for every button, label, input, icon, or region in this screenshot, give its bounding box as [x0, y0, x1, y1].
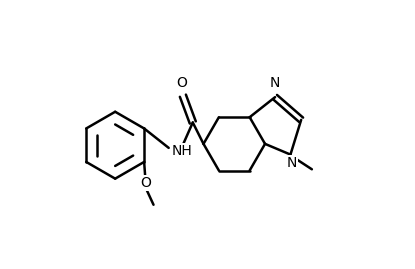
Text: NH: NH — [171, 144, 192, 158]
Text: N: N — [270, 76, 280, 90]
Text: N: N — [287, 156, 297, 170]
Text: O: O — [140, 176, 151, 190]
Text: O: O — [176, 76, 187, 90]
